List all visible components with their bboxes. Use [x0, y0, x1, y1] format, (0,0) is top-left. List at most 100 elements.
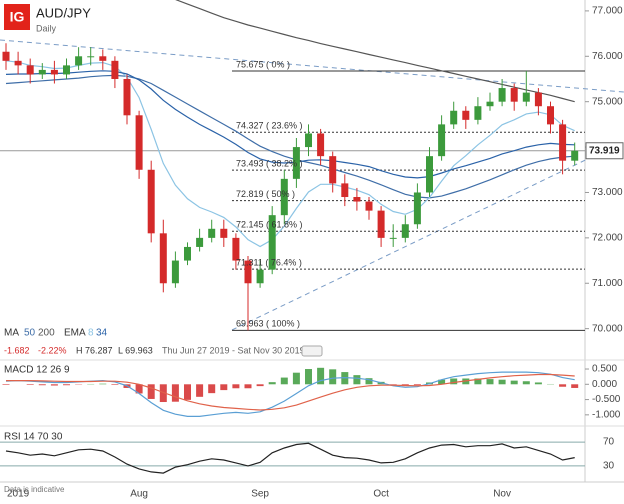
- y-tick-label: 71.000: [592, 278, 623, 289]
- candle-body: [438, 124, 446, 157]
- histogram-bar: [510, 380, 518, 385]
- histogram-bar: [438, 379, 446, 385]
- panel-title: RSI 14 70 30: [4, 432, 63, 443]
- histogram-bar: [208, 384, 216, 394]
- histogram-bar: [329, 369, 337, 385]
- histogram-bar: [26, 384, 34, 385]
- histogram-bar: [498, 379, 506, 385]
- histogram-bar: [99, 383, 107, 385]
- histogram-bar: [111, 384, 119, 385]
- candle-body: [220, 228, 228, 238]
- candle-body: [123, 78, 131, 116]
- histogram-bar: [268, 382, 276, 385]
- candle-body: [171, 260, 179, 284]
- candle-body: [341, 183, 349, 198]
- y-tick-label: 70: [603, 437, 615, 448]
- histogram-bar: [450, 378, 458, 385]
- histogram-bar: [2, 384, 10, 385]
- candle-body: [413, 192, 421, 225]
- change: -1.682: [4, 345, 30, 355]
- y-tick-label: 0.500: [592, 364, 617, 375]
- y-tick-label: 77.000: [592, 6, 623, 17]
- price-plot: [0, 0, 585, 331]
- candle-body: [426, 156, 433, 193]
- histogram-bar: [256, 384, 264, 387]
- moving-average: [5, 60, 575, 248]
- change-pct: -2.22%: [38, 345, 67, 355]
- histogram-bar: [280, 377, 288, 385]
- candle-body: [377, 210, 385, 238]
- histogram-bar: [184, 384, 191, 400]
- last-price-label: 73.919: [589, 145, 620, 156]
- candle-body: [196, 237, 204, 247]
- candle-body: [510, 88, 518, 102]
- histogram-bar: [63, 384, 70, 386]
- rsi-line: [5, 442, 575, 474]
- histogram-bar: [50, 384, 58, 386]
- footer: Data is indicative: [4, 485, 65, 494]
- x-tick-label: Aug: [130, 489, 148, 500]
- y-tick-label: -1.000: [592, 409, 621, 420]
- logo-box: [4, 4, 30, 30]
- low: L 69.963: [118, 345, 153, 355]
- moving-average: [5, 70, 575, 179]
- fib-label: 69.963 ( 100% ): [236, 319, 300, 329]
- candle-body: [159, 233, 167, 284]
- histogram-bar: [147, 384, 155, 399]
- candle-body: [208, 228, 216, 238]
- histogram-bar: [571, 384, 579, 388]
- candle-body: [498, 88, 506, 102]
- x-tick-label: Nov: [493, 489, 511, 500]
- y-tick-label: 72.000: [592, 233, 623, 244]
- candle-body: [268, 215, 276, 270]
- histogram-bar: [135, 384, 143, 394]
- moving-average: [175, 0, 575, 103]
- candle-body: [305, 133, 312, 148]
- moving-average: [5, 74, 575, 199]
- title: AUD/JPY: [36, 5, 91, 20]
- x-tick-label: Sep: [251, 489, 269, 500]
- subtitle: Daily: [36, 23, 57, 33]
- candle-body: [280, 178, 288, 216]
- histogram-bar: [38, 384, 46, 386]
- legend-ema: EMA: [64, 328, 86, 339]
- candle-body: [365, 201, 373, 211]
- candle-body: [244, 260, 252, 284]
- overlay: 77.00076.00075.00074.00073.00072.00071.0…: [0, 6, 624, 500]
- fib-label: 73.493 ( 38.2% ): [236, 158, 303, 168]
- histogram-bar: [305, 369, 312, 385]
- candle-body: [87, 56, 95, 58]
- histogram-bar: [159, 384, 167, 403]
- candle-body: [329, 156, 337, 184]
- histogram-bar: [522, 381, 530, 385]
- x-tick-label: 2019: [7, 489, 30, 500]
- last-price-box: [585, 142, 624, 160]
- histogram-bar: [365, 378, 373, 385]
- high: H 76.287: [76, 345, 113, 355]
- candle-body: [486, 101, 494, 107]
- y-tick-label: 73.000: [592, 187, 623, 198]
- histogram-bar: [559, 384, 567, 387]
- date-range: Thu Jun 27 2019 - Sat Nov 30 2019: [162, 345, 305, 355]
- x-tick-label: Oct: [373, 489, 389, 500]
- candle-body: [389, 237, 397, 239]
- histogram-bar: [534, 382, 542, 385]
- candle-body: [184, 246, 191, 261]
- fib-label: 74.327 ( 23.6% ): [236, 121, 303, 131]
- legend-ma: MA: [4, 328, 19, 339]
- legend-entry: 8: [88, 328, 94, 339]
- candle-body: [534, 92, 542, 107]
- panel-resize-handle[interactable]: [301, 345, 323, 357]
- histogram-bar: [353, 375, 361, 385]
- macd-line: [6, 373, 575, 411]
- histogram-bar: [220, 384, 228, 391]
- y-tick-label: -0.500: [592, 394, 621, 405]
- candle-body: [292, 147, 300, 179]
- fib-label: 72.819 ( 50% ): [236, 189, 295, 199]
- candle-body: [14, 60, 22, 66]
- candle-body: [450, 110, 458, 125]
- candle-body: [50, 69, 58, 75]
- y-tick-label: 0.000: [592, 379, 617, 390]
- fib-label: 75.675 ( 0% ): [236, 59, 290, 69]
